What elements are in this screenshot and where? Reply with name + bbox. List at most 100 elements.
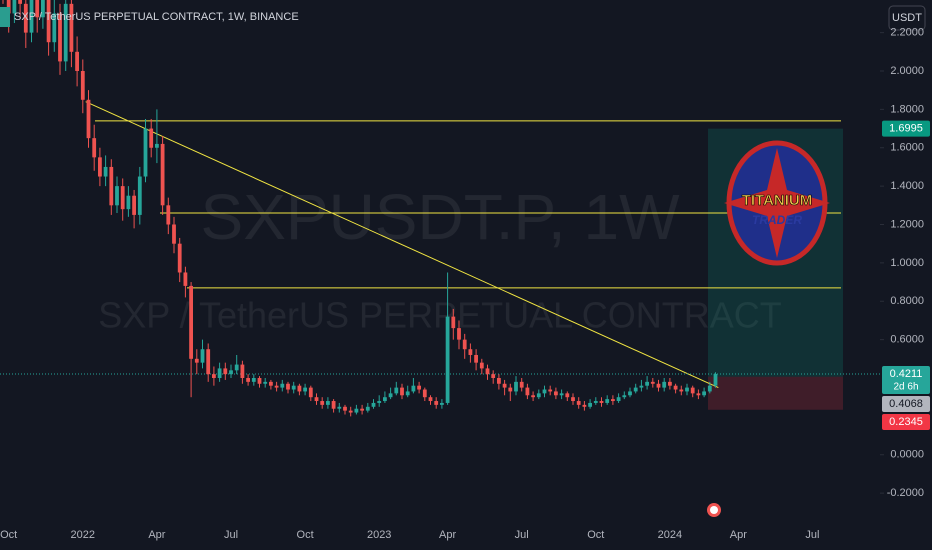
candle-body [628, 391, 632, 396]
x-tick-label: Jul [224, 529, 238, 541]
logo-text: TITANIUM [742, 192, 813, 209]
candle-body [656, 383, 661, 388]
candle-body [257, 378, 262, 384]
candle-body [554, 391, 558, 396]
candle-body [52, 13, 57, 43]
candle-body [297, 385, 302, 392]
candle-body [23, 3, 28, 33]
candle-body [371, 402, 376, 407]
candle-body [485, 368, 490, 375]
candle-body [189, 285, 193, 359]
candle-body [576, 401, 581, 405]
last-price-badge-bg [882, 365, 930, 394]
x-tick-label: Apr [730, 529, 747, 541]
y-tick-label: 2.2000 [890, 27, 924, 39]
candle-body [286, 383, 290, 390]
header: SXP / TetherUS PERPETUAL CONTRACT, 1W, B… [0, 5, 926, 31]
candle-body [434, 401, 439, 405]
candle-body [377, 401, 382, 403]
candle-body [103, 166, 108, 177]
events [707, 503, 721, 517]
candle-body [143, 128, 148, 177]
currency-button-label[interactable]: USDT [892, 12, 922, 24]
candle-body [115, 186, 119, 206]
candle-body [497, 378, 501, 384]
candle-body [639, 385, 644, 388]
candle-body [86, 99, 91, 139]
candle-body [343, 406, 347, 411]
chart-title: SXP / TetherUS PERPETUAL CONTRACT, 1W, B… [14, 11, 299, 23]
candle-body [536, 393, 541, 398]
candle-body [291, 385, 296, 390]
candle-body [508, 387, 513, 392]
candle-body [217, 368, 222, 379]
candle-body [468, 349, 473, 355]
candle-body [63, 3, 68, 62]
entry-badge-bg [882, 395, 930, 412]
symbol-icon [0, 7, 10, 27]
candle-body [605, 399, 610, 403]
candle-body [274, 385, 279, 388]
x-tick-label: 2024 [658, 529, 682, 541]
currency-button[interactable] [888, 5, 926, 31]
candle-body [451, 316, 456, 329]
candle-body [673, 385, 678, 390]
logo-star [724, 148, 830, 258]
candle-body [326, 401, 330, 405]
candle-body [354, 408, 359, 413]
candle-body [246, 378, 250, 382]
candle-body [98, 157, 102, 177]
candle-body [240, 364, 245, 379]
candle-body [160, 143, 165, 206]
candle-body [491, 374, 496, 379]
y-tick-label: 1.4000 [890, 180, 924, 192]
y-tick-label: 1.6000 [890, 142, 924, 154]
logo-text: TRADER [752, 213, 802, 227]
x-tick-label: Jul [515, 529, 529, 541]
candle-body [251, 378, 256, 382]
candle-body [183, 272, 188, 286]
candle-body [525, 387, 530, 396]
candle-body [280, 383, 285, 388]
entry-badge-label: 0.4068 [889, 398, 923, 410]
watermark-description: SXP / TetherUS PERPETUAL CONTRACT [98, 295, 782, 336]
candle-body [662, 381, 667, 388]
candle-body [593, 401, 598, 403]
candle-body [422, 389, 427, 398]
candle-body [149, 128, 154, 148]
candle-body [229, 370, 233, 375]
candle-body [548, 389, 553, 392]
candle-body [126, 195, 131, 210]
x-tick-label: 2022 [71, 529, 95, 541]
candle-body [588, 402, 592, 407]
candle-body [474, 354, 478, 363]
candle-body [645, 381, 649, 386]
candle-body [46, 0, 51, 43]
candle-body [611, 399, 615, 402]
y-tick-label: -0.2000 [887, 487, 924, 499]
x-tick-label: Jul [805, 529, 819, 541]
candle-body [440, 402, 444, 405]
loss-zone [708, 376, 843, 410]
candle-body [702, 391, 706, 396]
candle-body [303, 387, 307, 392]
target-badge: 1.6995 [882, 120, 930, 137]
event-icon [710, 506, 718, 514]
candle-body [177, 243, 182, 273]
candle-body [12, 0, 17, 14]
x-tick-label: Apr [439, 529, 456, 541]
candle-body [531, 395, 535, 398]
candle-body [571, 397, 575, 402]
candle-body [417, 385, 421, 390]
candle-body [269, 381, 273, 386]
target-badge-label: 1.6995 [889, 123, 923, 135]
candle-body [559, 393, 564, 396]
candle-body [320, 401, 325, 405]
candle-body [155, 143, 159, 148]
candle-body [519, 381, 524, 388]
y-tick-label: 0.0000 [890, 449, 924, 461]
candle-body [331, 401, 336, 409]
candle-body [405, 391, 410, 396]
candle-body [622, 395, 627, 398]
candle-body [200, 349, 205, 363]
